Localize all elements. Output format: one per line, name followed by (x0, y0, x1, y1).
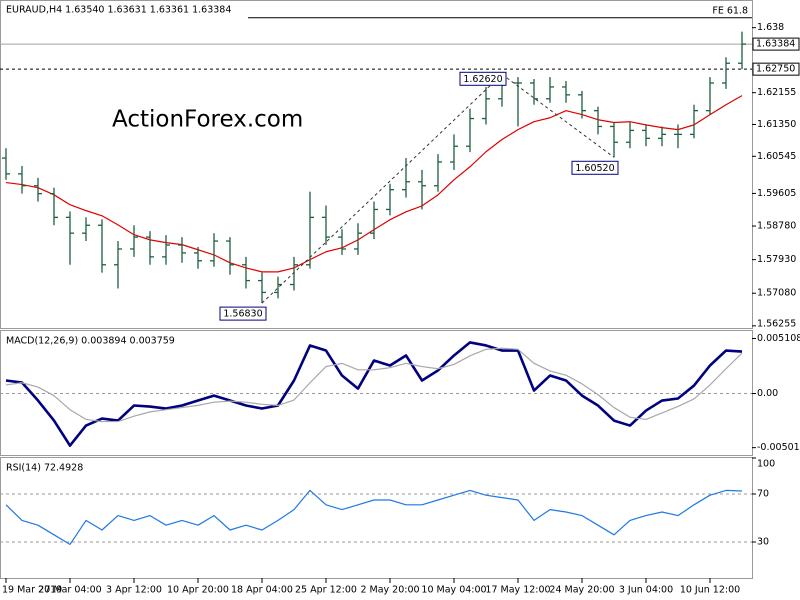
swing-line (261, 73, 503, 304)
x-tick-label: 10 Jun 12:00 (680, 585, 740, 596)
panel-title: MACD(12,26,9) 0.003894 0.003759 (6, 336, 175, 347)
watermark: ActionForex.com (112, 107, 303, 133)
price-panel (0, 0, 753, 329)
y-tick-label: 1.60545 (757, 151, 796, 162)
indicator-line (5, 341, 743, 447)
x-tick-label: 18 Apr 04:00 (231, 585, 293, 596)
y-tick-label: 1.638 (757, 22, 784, 33)
x-tick-label: 25 Apr 12:00 (295, 585, 357, 596)
indicator-line (5, 489, 743, 545)
y-tick-label: -0.005019 (757, 442, 800, 453)
fe-label: FE 61.8 (712, 5, 748, 16)
y-tick-label: 1.61350 (757, 119, 796, 130)
x-tick-label: 17 May 12:00 (485, 585, 550, 596)
y-tick-label: 100 (757, 459, 775, 470)
swing-label: 1.60520 (575, 163, 614, 174)
macd-panel (0, 330, 753, 456)
swing-line (501, 73, 615, 158)
price-tag: 1.62750 (756, 64, 795, 75)
y-tick-label: 1.57080 (757, 288, 796, 299)
panel-title: EURAUD,H4 1.63540 1.63631 1.63361 1.6338… (6, 5, 231, 16)
swing-box (571, 160, 619, 175)
x-tick-label: 3 Apr 12:00 (106, 585, 162, 596)
x-tick-label: 27 Mar 04:00 (38, 585, 101, 596)
y-tick-label: 0.00 (757, 388, 778, 399)
y-tick-label: 1.59605 (757, 188, 796, 199)
price-tag-box (752, 37, 800, 51)
swing-box (219, 306, 267, 321)
y-tick-label: 70 (757, 489, 769, 500)
y-tick-label: 1.57930 (757, 254, 796, 265)
x-tick-label: 24 May 20:00 (549, 585, 614, 596)
x-tick-label: 3 Jun 04:00 (619, 585, 673, 596)
swing-label: 1.62620 (463, 74, 502, 85)
y-tick-label: 1.58780 (757, 221, 796, 232)
y-tick-label: 1.62155 (757, 87, 796, 98)
x-tick-label: 2 May 20:00 (360, 585, 419, 596)
y-tick-label: 30 (757, 537, 769, 548)
price-tag: 1.63384 (756, 39, 795, 50)
panel-title: RSI(14) 72.4928 (6, 463, 83, 474)
price-tag-box (752, 62, 800, 76)
x-tick-label: 10 Apr 20:00 (167, 585, 229, 596)
indicator-line (5, 347, 743, 423)
y-tick-label: 1.56255 (757, 319, 796, 330)
rsi-panel (0, 457, 753, 579)
y-tick-label: 0.005108 (757, 333, 800, 344)
swing-box (459, 71, 507, 86)
swing-label: 1.56830 (223, 309, 262, 320)
x-tick-label: 10 May 04:00 (421, 585, 486, 596)
x-tick-label: 19 Mar 2019 (2, 585, 62, 596)
